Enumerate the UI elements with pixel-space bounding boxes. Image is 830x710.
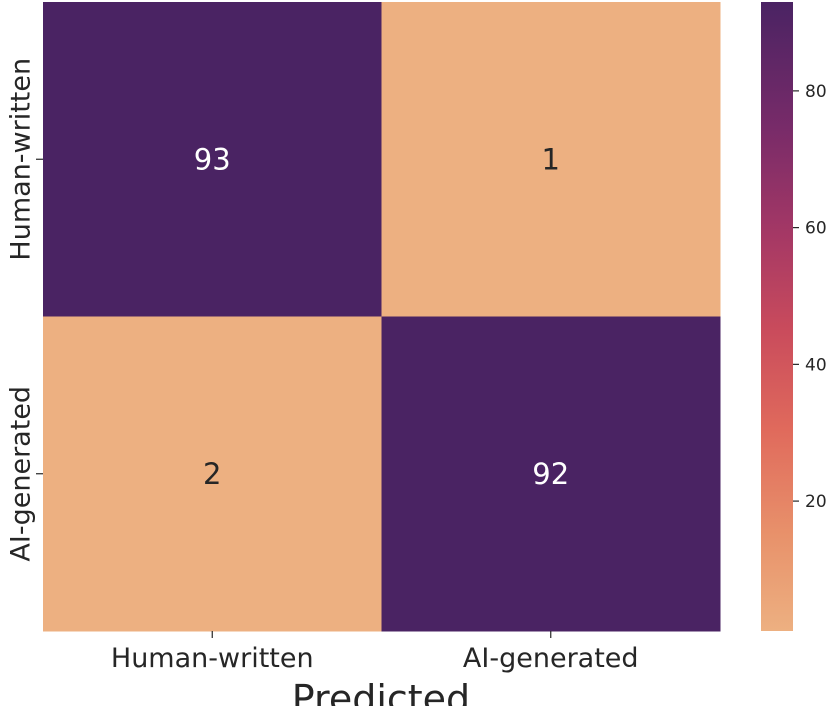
x-tick-label: AI-generated bbox=[463, 643, 639, 674]
y-axis-ticks: Human-written AI-generated bbox=[6, 58, 43, 562]
colorbar-tick-label: 80 bbox=[805, 82, 827, 102]
colorbar-tick-label: 20 bbox=[805, 492, 827, 512]
heatmap-cell bbox=[381, 316, 721, 632]
colorbar bbox=[761, 2, 793, 631]
x-tick-label: Human-written bbox=[111, 643, 314, 674]
colorbar-gradient bbox=[761, 2, 793, 631]
x-axis-ticks: Human-written AI-generated bbox=[111, 631, 639, 674]
cell-value: 1 bbox=[542, 142, 560, 176]
x-axis-label: Predicted bbox=[292, 677, 470, 706]
heatmap-grid bbox=[43, 2, 721, 632]
cell-value: 93 bbox=[194, 142, 231, 176]
cell-value: 92 bbox=[532, 457, 569, 491]
heatmap-cell bbox=[381, 2, 721, 317]
colorbar-ticks: 20 40 60 80 bbox=[793, 82, 827, 512]
cell-value-labels: 93 1 2 92 bbox=[194, 142, 569, 491]
heatmap-cell bbox=[43, 316, 382, 632]
cell-value: 2 bbox=[203, 457, 221, 491]
heatmap-cell bbox=[43, 2, 382, 317]
colorbar-tick-label: 40 bbox=[805, 355, 827, 375]
y-tick-label: AI-generated bbox=[6, 386, 37, 562]
y-tick-label: Human-written bbox=[6, 58, 37, 261]
colorbar-tick-label: 60 bbox=[805, 219, 827, 239]
